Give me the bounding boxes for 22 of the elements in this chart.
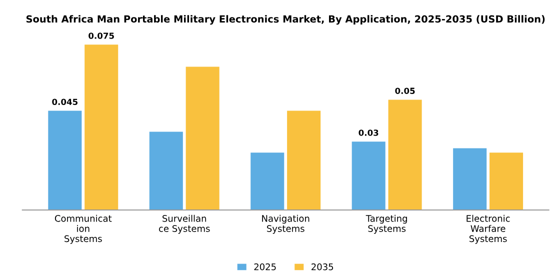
bar bbox=[453, 148, 487, 210]
data-label: 0.075 bbox=[88, 32, 114, 39]
bar bbox=[490, 152, 524, 210]
bar bbox=[48, 110, 82, 210]
legend-label: 2025 bbox=[254, 263, 276, 270]
x-tick-label: Navigation Systems bbox=[262, 214, 310, 234]
bar bbox=[287, 110, 321, 210]
data-label: 0.05 bbox=[395, 88, 415, 94]
chart-title: South Africa Man Portable Military Electronics Market, By Application, 2025-2035 (USD Billion) bbox=[26, 15, 545, 25]
x-tick-label: Electronic Warfare Systems bbox=[466, 214, 510, 244]
bar bbox=[388, 100, 422, 210]
x-tick-label: Surveillan ce Systems bbox=[158, 214, 210, 234]
data-label: 0.045 bbox=[52, 98, 78, 106]
data-label: 0.03 bbox=[358, 130, 378, 136]
bar bbox=[186, 66, 220, 210]
legend-label: 2035 bbox=[312, 263, 334, 270]
x-tick-label: Communicat ion Systems bbox=[54, 214, 112, 244]
bar bbox=[250, 152, 284, 210]
bar bbox=[149, 132, 183, 210]
bar bbox=[84, 44, 118, 210]
bar bbox=[352, 142, 386, 210]
x-tick-label: Targeting Systems bbox=[366, 214, 407, 234]
